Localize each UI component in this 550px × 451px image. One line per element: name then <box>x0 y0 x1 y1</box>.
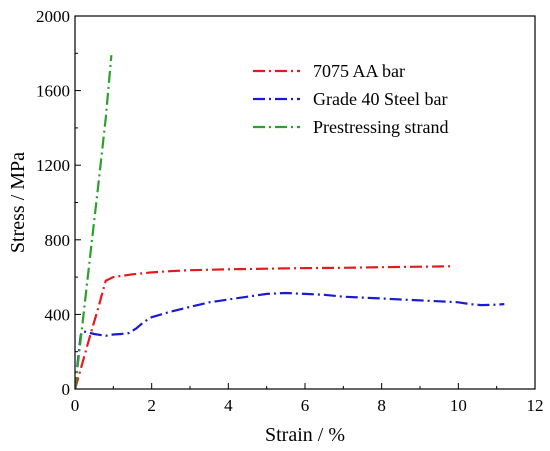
x-tick-label: 2 <box>147 396 156 415</box>
legend-label-2: Grade 40 Steel bar <box>313 89 447 109</box>
x-tick-label: 12 <box>527 396 544 415</box>
y-tick-label: 0 <box>62 380 71 399</box>
plot-series-group <box>75 55 505 389</box>
legend-label-3: Prestressing strand <box>313 117 448 137</box>
series-line-2 <box>75 291 505 389</box>
x-tick-label: 4 <box>224 396 233 415</box>
x-axis-title: Strain / % <box>265 424 345 446</box>
y-tick-label: 800 <box>45 231 71 250</box>
series-line-1 <box>75 265 451 389</box>
x-tick-label: 6 <box>301 396 310 415</box>
plot-frame <box>74 15 536 390</box>
y-tick-label: 400 <box>45 305 71 324</box>
legend: 7075 AA bar Grade 40 Steel bar Prestressin… <box>253 61 448 137</box>
legend-label-1: 7075 AA bar <box>313 61 405 81</box>
y-tick-label: 1600 <box>36 82 70 101</box>
series-line-3 <box>75 55 113 389</box>
y-tick-label: 2000 <box>36 7 70 26</box>
axes-group: 0 2 4 6 8 10 12 0 400 800 1200 1600 2000 <box>36 7 544 415</box>
x-tick-label: 0 <box>71 396 80 415</box>
x-tick-label: 8 <box>377 396 386 415</box>
y-tick-label: 1200 <box>36 156 70 175</box>
x-tick-label: 10 <box>450 396 467 415</box>
y-axis-title: Stress / MPa <box>7 152 29 253</box>
